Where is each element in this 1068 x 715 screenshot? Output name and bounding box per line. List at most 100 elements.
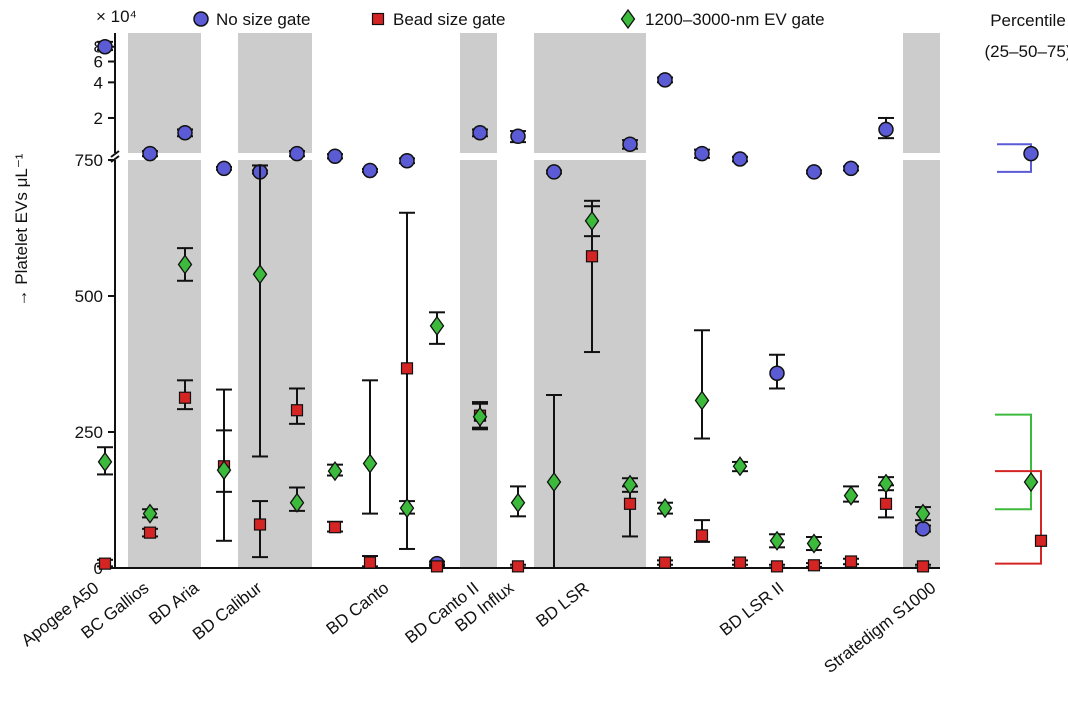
ev-gate-point [97,451,113,473]
instrument-band-upper [238,33,312,153]
ev-gate-legend-marker [620,8,636,30]
ev-gate-point [289,492,305,513]
ev-gate-point [216,459,232,481]
ev-gate-point [657,498,673,519]
bead-gate-point [430,560,444,573]
site-marks [252,164,268,559]
bead-gate-point [328,521,342,534]
instrument-band-upper [534,33,646,153]
percentile-subtitle: (25–50–75) [985,42,1068,61]
site-marks [584,199,600,354]
no-gate-point [327,148,343,164]
site-marks [546,164,562,569]
no-gate-point [878,121,894,138]
bead-gate-point [733,556,747,569]
ev-gate-point [546,471,562,493]
site-marks [327,148,343,534]
instrument-label: BD LSR II [716,578,787,640]
bead-gate-point [400,362,414,375]
no-gate-point [97,38,113,55]
ev-gate-point [806,533,822,554]
no-gate-point [472,125,488,141]
legend-label: No size gate [216,10,311,29]
instrument-band-upper [903,33,940,153]
instrument-label: BD Canto [323,578,393,638]
site-marks [915,503,931,573]
bead-gate-point [770,560,784,573]
instrument-label: BD Calibur [189,578,266,644]
ev-gate-point [843,485,859,506]
bead-gate-point [98,557,112,570]
axis-break-mark [110,150,120,158]
site-marks [806,164,822,572]
site-marks [289,145,305,513]
bead-gate-median-point [1034,534,1048,547]
site-marks [177,125,193,411]
instrument-band-lower [128,160,201,568]
bead-gate-point [658,556,672,569]
site-marks [399,152,415,550]
instrument-band-lower [460,160,497,568]
percentile-panel: Percentile (25–50–75) [985,11,1068,565]
legend-label: Bead size gate [393,10,505,29]
instrument-bands [128,33,940,568]
bead-gate-percentile-bracket [995,470,1042,565]
percentile-title: Percentile [990,11,1066,30]
instrument-label: Stratedigm S1000 [821,578,940,677]
site-marks [97,38,113,570]
y-tick-label-upper: 6 [94,53,103,72]
y-tick-label-lower: 250 [75,423,103,442]
bead-gate-point [363,556,377,569]
y-tick-label-upper: 2 [94,109,103,128]
no-gate-point [289,145,305,162]
y-tick-label-lower: 500 [75,287,103,306]
site-marks [843,160,859,568]
no-gate-point [843,160,859,177]
no-gate-point [546,164,562,180]
no-gate-point [694,145,710,162]
ev-gate-point [252,264,268,285]
site-marks [472,125,488,431]
ev-gate-point [399,498,415,519]
bead-gate-point [807,559,821,572]
no-gate-point [510,128,526,145]
ev-gate-point [769,530,785,551]
ev-gate-point [584,210,600,232]
site-marks [429,311,445,573]
ev-gate-point [327,461,343,482]
no-gate-point [622,136,638,152]
site-marks [510,128,526,573]
site-marks [769,353,785,573]
ev-gate-point [732,456,748,477]
site-marks [732,151,748,569]
site-marks [622,136,638,538]
no-gate-point [177,125,193,141]
ev-gate-point [177,254,193,275]
bead-gate-point [916,560,930,573]
legend: No size gate Bead size gate 1200–3000-nm E… [193,8,825,30]
data-marks [97,38,931,573]
no-gate-point [915,521,931,537]
site-marks [694,145,710,543]
no-gate-point [732,151,748,167]
ev-gate-point [878,473,894,494]
ev-gate-point [694,390,710,411]
bead-gate-point [585,250,599,263]
no-gate-point [806,164,822,180]
bead-gate-point [511,560,525,573]
no-gate-point [362,162,378,179]
site-marks [216,160,232,542]
ev-gate-point [362,453,378,474]
bead-gate-point [290,404,304,417]
no-gate-point [657,72,673,88]
no-gate-legend-marker [193,11,209,27]
no-gate-point [399,152,415,169]
bead-gate-point [178,391,192,404]
bead-gate-point [879,497,893,510]
no-gate-point [216,160,232,177]
bead-gate-point [253,518,267,531]
y-tick-label-lower: 0 [94,559,103,578]
bead-gate-point [844,555,858,568]
